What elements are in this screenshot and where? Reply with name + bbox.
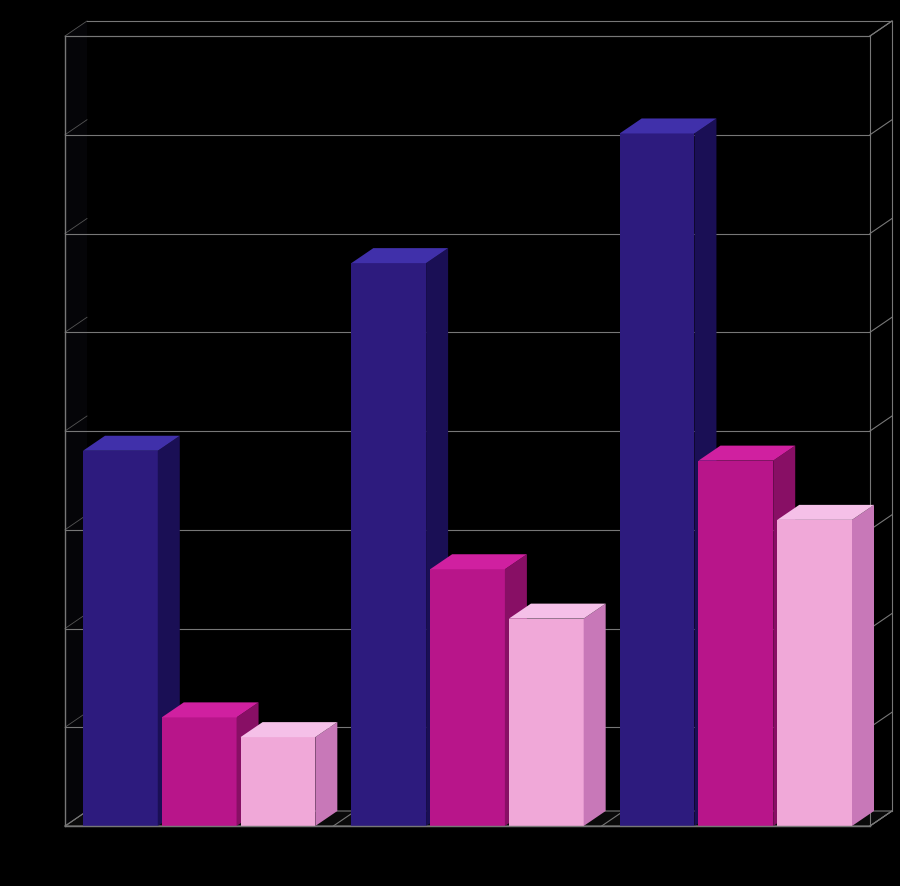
Polygon shape: [430, 555, 526, 570]
Polygon shape: [237, 703, 258, 826]
Polygon shape: [508, 604, 606, 619]
Polygon shape: [83, 451, 158, 826]
Polygon shape: [162, 718, 237, 826]
Polygon shape: [65, 22, 87, 826]
Polygon shape: [698, 461, 773, 826]
Polygon shape: [584, 604, 606, 826]
Polygon shape: [508, 619, 584, 826]
Polygon shape: [852, 505, 874, 826]
Polygon shape: [505, 555, 526, 826]
Polygon shape: [620, 120, 716, 135]
Polygon shape: [240, 722, 338, 737]
Polygon shape: [162, 703, 258, 718]
Polygon shape: [351, 264, 426, 826]
Polygon shape: [430, 570, 505, 826]
Polygon shape: [158, 436, 180, 826]
Polygon shape: [83, 436, 180, 451]
Polygon shape: [351, 249, 448, 264]
Polygon shape: [315, 722, 338, 826]
Polygon shape: [65, 811, 892, 826]
Polygon shape: [695, 120, 716, 826]
Polygon shape: [426, 249, 448, 826]
Polygon shape: [778, 520, 852, 826]
Polygon shape: [240, 737, 315, 826]
Polygon shape: [620, 135, 695, 826]
Polygon shape: [778, 505, 874, 520]
Polygon shape: [773, 447, 796, 826]
Polygon shape: [698, 447, 796, 461]
